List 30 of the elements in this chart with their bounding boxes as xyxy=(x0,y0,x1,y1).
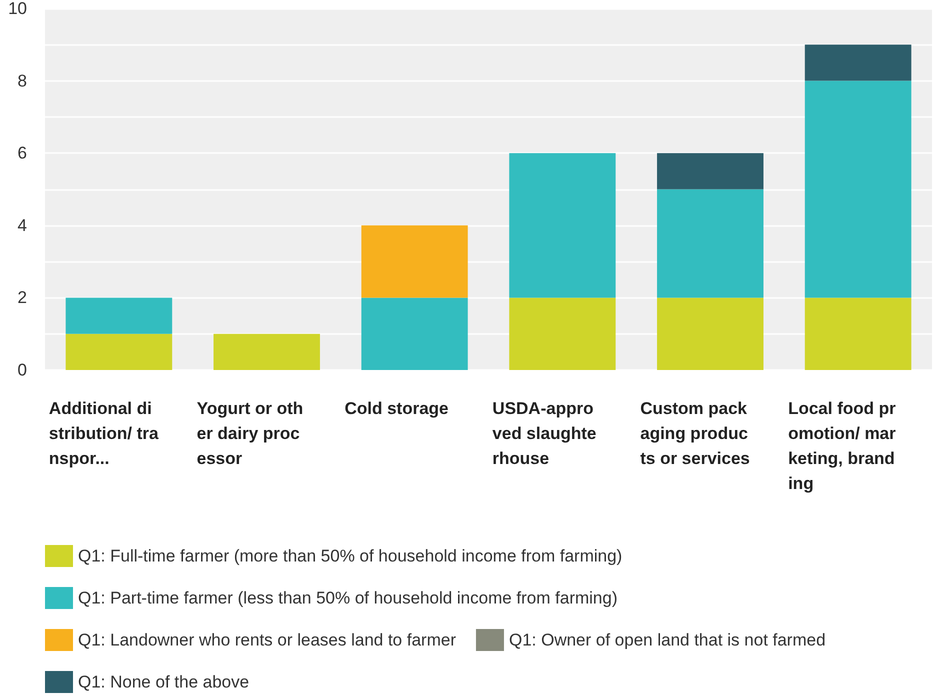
bar xyxy=(66,334,172,370)
bar xyxy=(509,298,616,370)
legend-label: Q1: Part-time farmer (less than 50% of household income from farming) xyxy=(78,588,618,608)
x-tick-label: Custom packaging products or services xyxy=(640,399,750,468)
bar xyxy=(361,298,468,370)
bar xyxy=(361,225,468,298)
bar xyxy=(66,298,172,334)
y-tick-label: 2 xyxy=(18,288,27,308)
x-tick-label: Local food promotion/ marketing, branding xyxy=(788,399,896,493)
y-tick-label: 6 xyxy=(18,144,27,163)
x-tick-label: Yogurt or other dairy processor xyxy=(196,399,304,468)
bar xyxy=(804,80,912,298)
legend-label: Q1: None of the above xyxy=(78,672,250,692)
legend-label: Q1: Landowner who rents or leases land to farmer xyxy=(78,630,456,650)
bar xyxy=(214,334,320,370)
y-tick-label: 4 xyxy=(18,216,27,235)
legend-label: Q1: Full-time farmer (more than 50% of household income from farming) xyxy=(78,546,622,566)
bar xyxy=(804,298,912,370)
x-tick-label: Additional distribution/ transpor... xyxy=(48,399,160,468)
x-tick-label: USDA-approved slaughterhouse xyxy=(492,399,596,468)
x-tick-label: Cold storage xyxy=(344,399,448,418)
bar xyxy=(657,298,764,370)
legend-label: Q1: Owner of open land that is not farmed xyxy=(508,630,826,650)
y-tick-label: 10 xyxy=(8,0,27,18)
bar xyxy=(657,189,764,298)
bar xyxy=(657,153,764,190)
bar xyxy=(804,44,912,81)
bar xyxy=(509,153,616,298)
y-tick-label: 8 xyxy=(18,71,27,90)
y-tick-label: 0 xyxy=(18,360,27,380)
